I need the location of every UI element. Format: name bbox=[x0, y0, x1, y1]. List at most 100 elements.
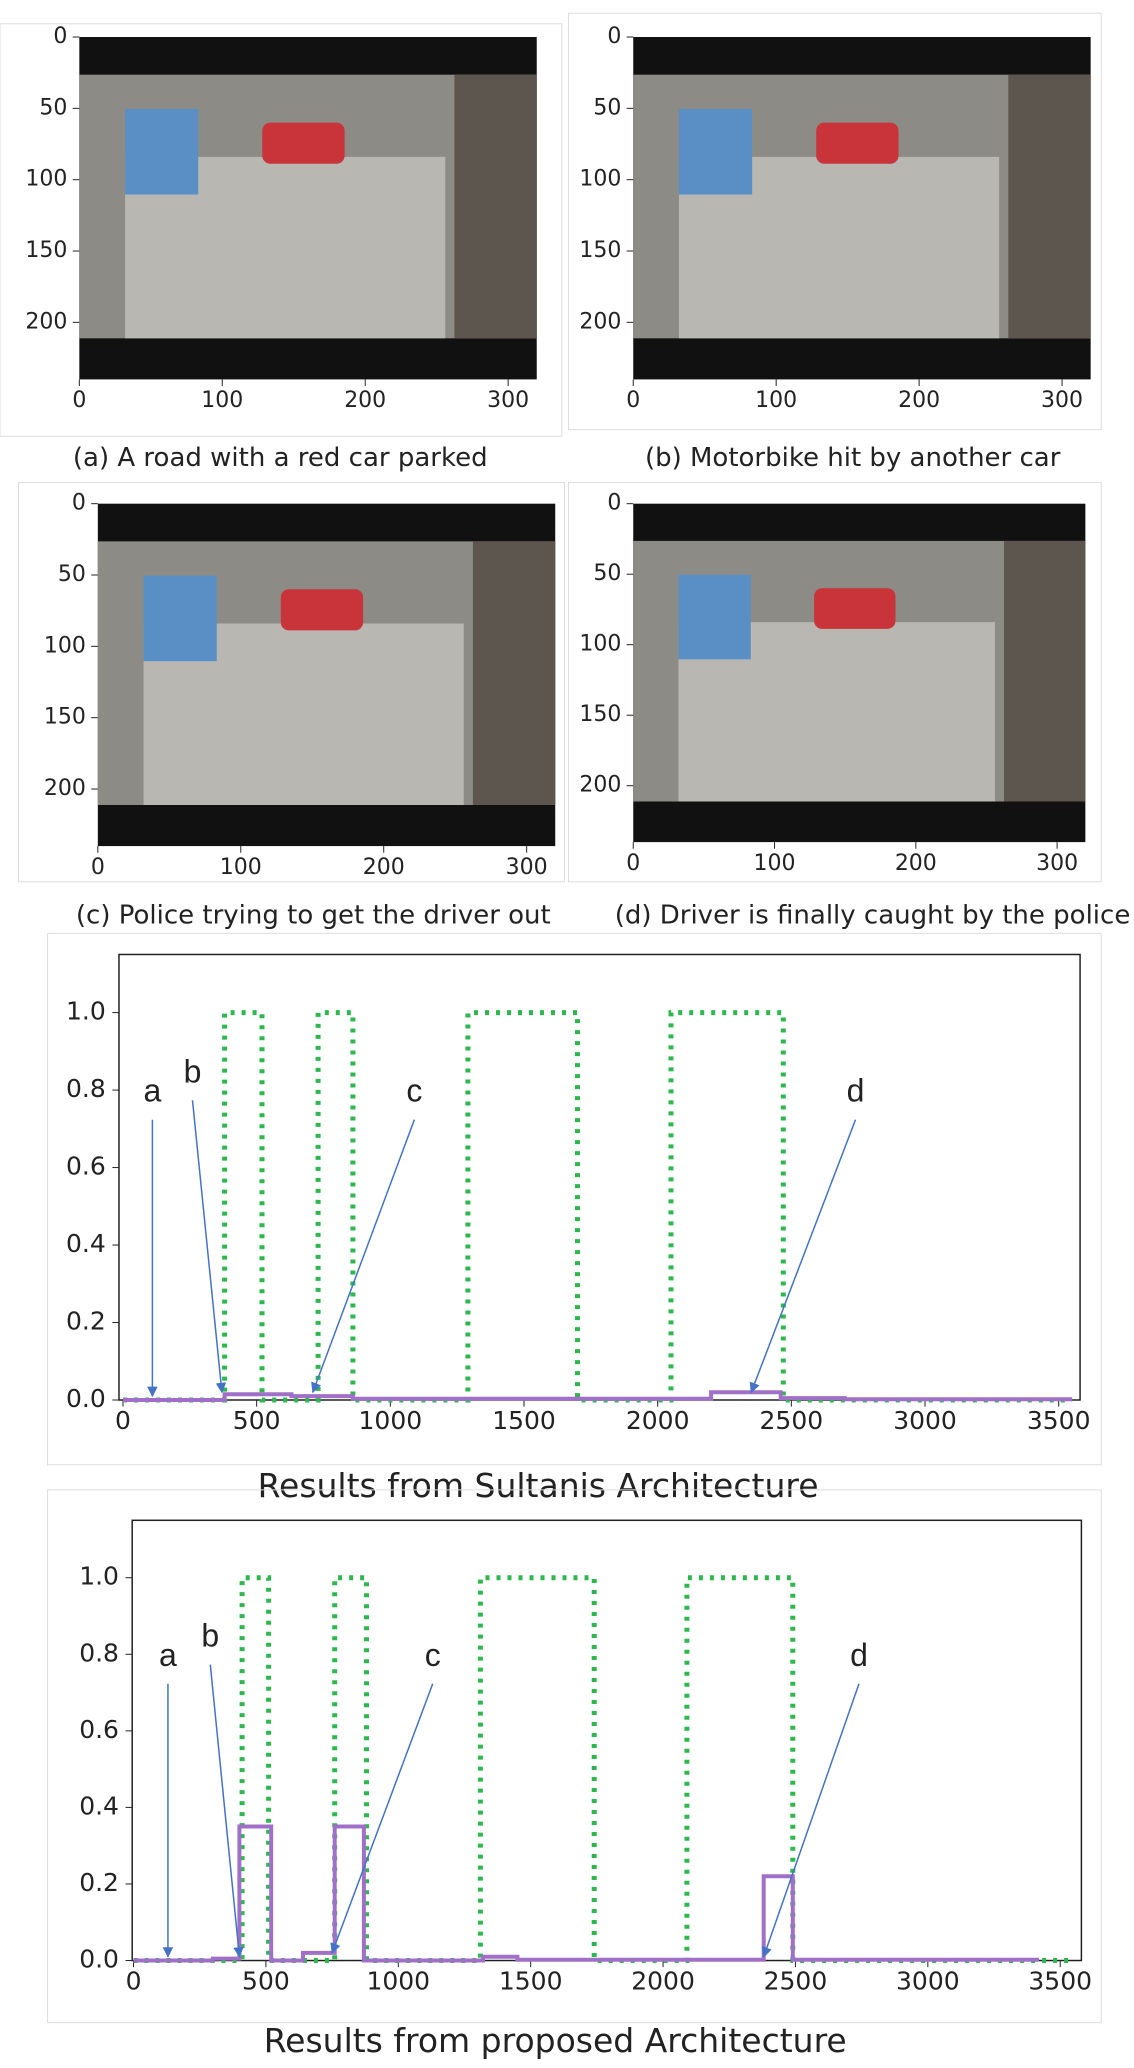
y-tick-label: 0.6 bbox=[66, 1152, 106, 1181]
annotation-label: b bbox=[184, 1053, 202, 1089]
y-tick-label: 150 bbox=[25, 238, 67, 263]
caption: (a) A road with a red car parked bbox=[73, 443, 488, 473]
x-tick-label: 200 bbox=[344, 388, 386, 413]
y-tick-label: 200 bbox=[44, 776, 86, 801]
x-tick-label: 3500 bbox=[1028, 1967, 1092, 1996]
panel-frame bbox=[47, 932, 1102, 1466]
y-tick-label: 100 bbox=[25, 167, 67, 192]
poster bbox=[143, 575, 217, 662]
y-tick-label: 0.8 bbox=[79, 1638, 119, 1667]
wall bbox=[454, 74, 537, 339]
caption: (d) Driver is finally caught by the poli… bbox=[615, 901, 1131, 931]
x-tick-label: 3500 bbox=[1027, 1406, 1091, 1435]
x-tick-label: 0 bbox=[72, 388, 86, 413]
annotation-label: b bbox=[201, 1618, 219, 1654]
x-tick-label: 3000 bbox=[893, 1406, 957, 1435]
x-tick-label: 2000 bbox=[626, 1406, 690, 1435]
x-tick-label: 200 bbox=[363, 855, 405, 880]
y-tick-label: 0.2 bbox=[79, 1868, 119, 1897]
y-tick-label: 0.0 bbox=[79, 1945, 119, 1974]
x-tick-label: 100 bbox=[201, 388, 243, 413]
panel-frame bbox=[47, 1489, 1102, 2024]
x-tick-label: 100 bbox=[754, 851, 796, 876]
y-tick-label: 0 bbox=[72, 491, 86, 516]
y-tick-label: 1.0 bbox=[66, 997, 106, 1026]
y-tick-label: 50 bbox=[39, 95, 67, 120]
x-tick-label: 0 bbox=[626, 851, 640, 876]
y-tick-label: 200 bbox=[579, 773, 621, 798]
x-tick-label: 2000 bbox=[631, 1967, 695, 1996]
x-tick-label: 200 bbox=[898, 388, 940, 413]
car bbox=[814, 588, 896, 629]
x-tick-label: 200 bbox=[895, 851, 937, 876]
annotation-arrow bbox=[749, 1119, 857, 1394]
y-tick-label: 50 bbox=[58, 562, 86, 587]
x-tick-label: 2500 bbox=[760, 1406, 824, 1435]
x-tick-label: 0 bbox=[91, 855, 105, 880]
x-tick-label: 0 bbox=[126, 1967, 142, 1996]
x-tick-label: 1500 bbox=[492, 1406, 556, 1435]
x-tick-label: 2500 bbox=[764, 1967, 828, 1996]
x-tick-label: 300 bbox=[1036, 851, 1078, 876]
y-tick-label: 100 bbox=[579, 632, 621, 657]
car bbox=[816, 122, 899, 164]
ground-truth-line bbox=[123, 1010, 1073, 1403]
y-tick-label: 150 bbox=[579, 702, 621, 727]
x-tick-label: 500 bbox=[233, 1406, 281, 1435]
x-tick-label: 300 bbox=[1041, 388, 1083, 413]
panel-frame bbox=[0, 23, 563, 437]
y-tick-label: 0.2 bbox=[66, 1307, 106, 1336]
poster bbox=[678, 108, 753, 195]
y-tick-label: 0 bbox=[607, 491, 621, 516]
ground-truth-line bbox=[133, 1575, 1074, 1963]
car bbox=[280, 589, 364, 631]
x-tick-label: 500 bbox=[242, 1967, 290, 1996]
annotation-arrow bbox=[209, 1664, 244, 1958]
x-tick-label: 1000 bbox=[366, 1967, 430, 1996]
poster bbox=[678, 574, 751, 660]
annotation-arrow bbox=[191, 1100, 227, 1394]
y-tick-label: 0.6 bbox=[79, 1715, 119, 1744]
annotation-label: c bbox=[406, 1073, 422, 1109]
panel-frame bbox=[567, 482, 1102, 883]
wall bbox=[1003, 540, 1086, 802]
panel-frame bbox=[567, 12, 1102, 431]
y-tick-label: 200 bbox=[579, 309, 621, 334]
y-tick-label: 1.0 bbox=[79, 1562, 119, 1591]
annotation-label: a bbox=[143, 1073, 161, 1109]
x-tick-label: 100 bbox=[220, 855, 262, 880]
y-tick-label: 100 bbox=[44, 633, 86, 658]
x-tick-label: 1500 bbox=[499, 1967, 563, 1996]
caption: (b) Motorbike hit by another car bbox=[645, 443, 1061, 473]
annotation-arrow bbox=[761, 1683, 860, 1958]
x-tick-label: 300 bbox=[506, 855, 548, 880]
y-tick-label: 0.4 bbox=[66, 1229, 106, 1258]
x-tick-label: 0 bbox=[626, 388, 640, 413]
y-tick-label: 50 bbox=[593, 561, 621, 586]
y-tick-label: 0 bbox=[607, 24, 621, 49]
x-tick-label: 3000 bbox=[896, 1967, 960, 1996]
y-tick-label: 0.4 bbox=[79, 1791, 119, 1820]
x-tick-label: 1000 bbox=[359, 1406, 423, 1435]
y-tick-label: 0.8 bbox=[66, 1074, 106, 1103]
y-tick-label: 100 bbox=[579, 167, 621, 192]
y-tick-label: 200 bbox=[25, 309, 67, 334]
y-tick-label: 0 bbox=[53, 24, 67, 49]
x-tick-label: 0 bbox=[115, 1406, 131, 1435]
car bbox=[262, 122, 345, 164]
wall bbox=[472, 541, 556, 805]
plot-area bbox=[118, 953, 1081, 1401]
annotation-arrow bbox=[330, 1683, 434, 1954]
y-tick-label: 0.0 bbox=[66, 1384, 106, 1413]
annotation-label: a bbox=[159, 1637, 177, 1673]
score-line bbox=[133, 1824, 1039, 1963]
y-tick-label: 50 bbox=[593, 95, 621, 120]
caption: (c) Police trying to get the driver out bbox=[76, 901, 551, 931]
caption: Results from proposed Architecture bbox=[264, 2021, 847, 2060]
annotation-label: d bbox=[850, 1637, 868, 1673]
caption: Results from Sultanis Architecture bbox=[258, 1466, 819, 1505]
y-tick-label: 150 bbox=[44, 705, 86, 730]
annotation-arrow bbox=[311, 1119, 416, 1394]
